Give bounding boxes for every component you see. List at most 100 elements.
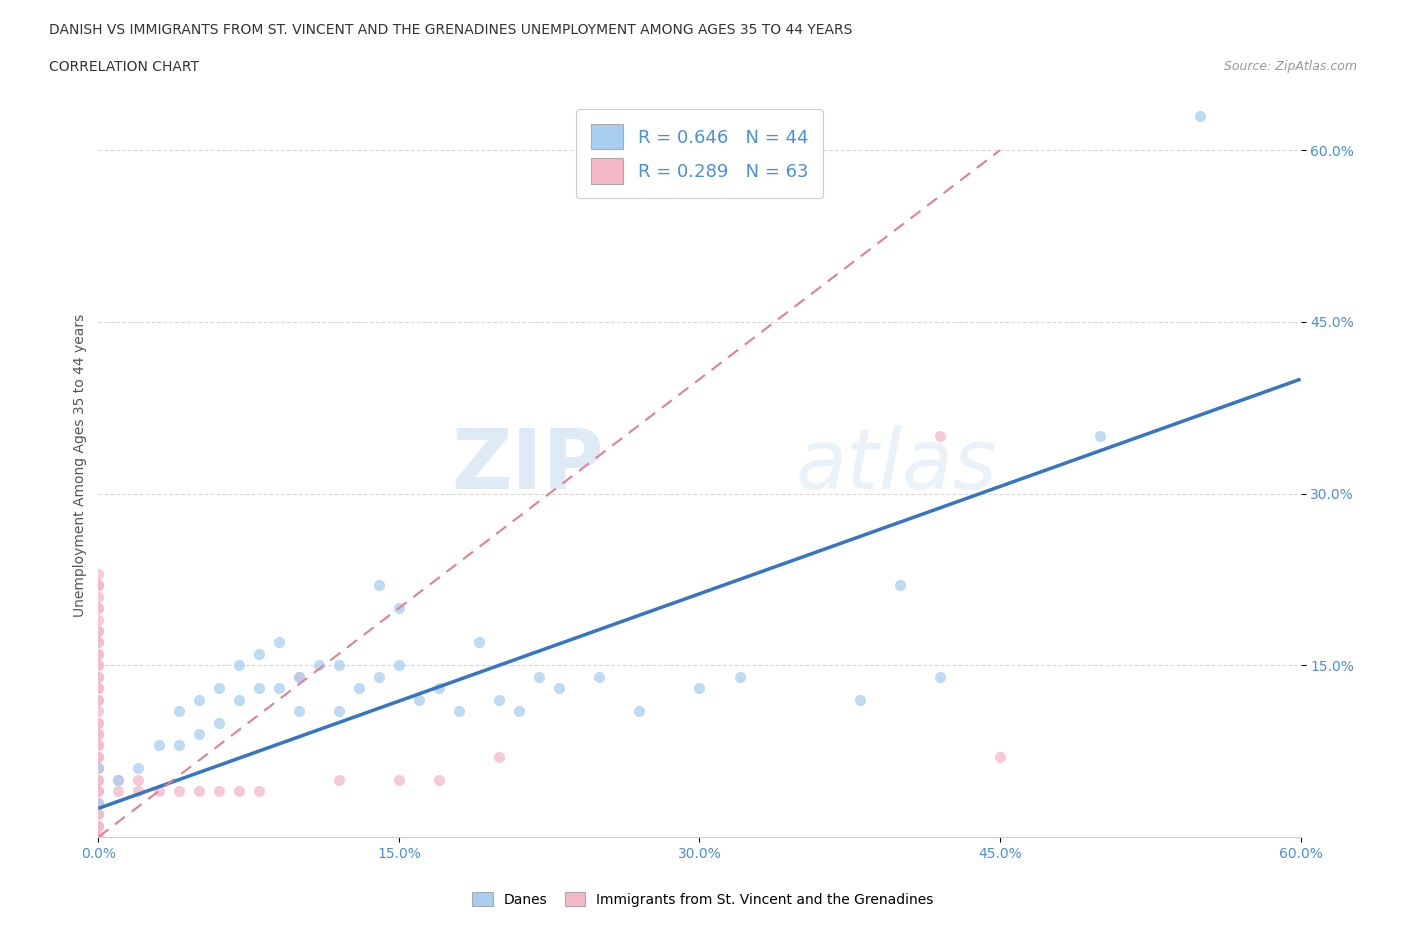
Point bbox=[87, 692, 110, 707]
Point bbox=[87, 818, 110, 833]
Y-axis label: Unemployment Among Ages 35 to 44 years: Unemployment Among Ages 35 to 44 years bbox=[73, 313, 87, 617]
Point bbox=[167, 704, 190, 719]
Point bbox=[208, 784, 231, 799]
Point bbox=[488, 750, 510, 764]
Point bbox=[548, 681, 571, 696]
Point bbox=[247, 646, 270, 661]
Point bbox=[388, 772, 411, 787]
Point bbox=[328, 704, 350, 719]
Point bbox=[87, 772, 110, 787]
Point bbox=[87, 715, 110, 730]
Point bbox=[308, 658, 330, 672]
Point bbox=[267, 681, 290, 696]
Legend: Danes, Immigrants from St. Vincent and the Grenadines: Danes, Immigrants from St. Vincent and t… bbox=[465, 885, 941, 914]
Point bbox=[107, 784, 129, 799]
Point bbox=[87, 784, 110, 799]
Point bbox=[87, 795, 110, 810]
Point bbox=[87, 795, 110, 810]
Point bbox=[87, 772, 110, 787]
Point bbox=[288, 704, 311, 719]
Point bbox=[87, 681, 110, 696]
Point bbox=[87, 646, 110, 661]
Text: CORRELATION CHART: CORRELATION CHART bbox=[49, 60, 200, 74]
Point bbox=[368, 670, 391, 684]
Point bbox=[87, 761, 110, 776]
Text: ZIP: ZIP bbox=[451, 424, 603, 506]
Point bbox=[1189, 109, 1212, 124]
Point bbox=[849, 692, 872, 707]
Point bbox=[87, 726, 110, 741]
Point bbox=[87, 761, 110, 776]
Point bbox=[368, 578, 391, 592]
Point bbox=[87, 670, 110, 684]
Text: Source: ZipAtlas.com: Source: ZipAtlas.com bbox=[1223, 60, 1357, 73]
Legend: R = 0.646   N = 44, R = 0.289   N = 63: R = 0.646 N = 44, R = 0.289 N = 63 bbox=[576, 110, 823, 198]
Point bbox=[408, 692, 430, 707]
Point bbox=[228, 692, 250, 707]
Point bbox=[87, 601, 110, 616]
Point bbox=[87, 795, 110, 810]
Point bbox=[267, 635, 290, 650]
Point bbox=[87, 806, 110, 821]
Point bbox=[87, 578, 110, 592]
Point bbox=[187, 692, 209, 707]
Point bbox=[87, 601, 110, 616]
Point bbox=[328, 772, 350, 787]
Point bbox=[228, 658, 250, 672]
Point bbox=[388, 601, 411, 616]
Point bbox=[87, 738, 110, 753]
Point bbox=[87, 635, 110, 650]
Point bbox=[208, 715, 231, 730]
Point bbox=[87, 566, 110, 581]
Point bbox=[87, 623, 110, 638]
Point bbox=[1088, 429, 1111, 444]
Point bbox=[889, 578, 911, 592]
Point bbox=[167, 738, 190, 753]
Point bbox=[107, 772, 129, 787]
Point bbox=[87, 692, 110, 707]
Point bbox=[148, 738, 170, 753]
Point bbox=[247, 784, 270, 799]
Point bbox=[288, 670, 311, 684]
Point bbox=[87, 750, 110, 764]
Point bbox=[187, 784, 209, 799]
Text: atlas: atlas bbox=[796, 424, 997, 506]
Point bbox=[247, 681, 270, 696]
Point bbox=[688, 681, 710, 696]
Point bbox=[347, 681, 370, 696]
Point bbox=[228, 784, 250, 799]
Point bbox=[87, 704, 110, 719]
Point bbox=[87, 578, 110, 592]
Point bbox=[87, 830, 110, 844]
Point bbox=[208, 681, 231, 696]
Point bbox=[87, 726, 110, 741]
Point bbox=[468, 635, 491, 650]
Point bbox=[87, 635, 110, 650]
Point bbox=[87, 578, 110, 592]
Point bbox=[87, 738, 110, 753]
Point bbox=[929, 429, 952, 444]
Point bbox=[728, 670, 751, 684]
Point bbox=[87, 761, 110, 776]
Point bbox=[87, 658, 110, 672]
Point bbox=[87, 784, 110, 799]
Point bbox=[988, 750, 1011, 764]
Point bbox=[87, 806, 110, 821]
Point bbox=[187, 726, 209, 741]
Point bbox=[148, 784, 170, 799]
Point bbox=[167, 784, 190, 799]
Point bbox=[427, 681, 450, 696]
Point bbox=[107, 772, 129, 787]
Point bbox=[288, 670, 311, 684]
Point bbox=[588, 670, 610, 684]
Point bbox=[128, 772, 150, 787]
Point bbox=[508, 704, 530, 719]
Point bbox=[87, 623, 110, 638]
Point bbox=[87, 715, 110, 730]
Point bbox=[128, 761, 150, 776]
Point bbox=[529, 670, 551, 684]
Point bbox=[388, 658, 411, 672]
Point bbox=[87, 818, 110, 833]
Text: DANISH VS IMMIGRANTS FROM ST. VINCENT AND THE GRENADINES UNEMPLOYMENT AMONG AGES: DANISH VS IMMIGRANTS FROM ST. VINCENT AN… bbox=[49, 23, 852, 37]
Point bbox=[447, 704, 470, 719]
